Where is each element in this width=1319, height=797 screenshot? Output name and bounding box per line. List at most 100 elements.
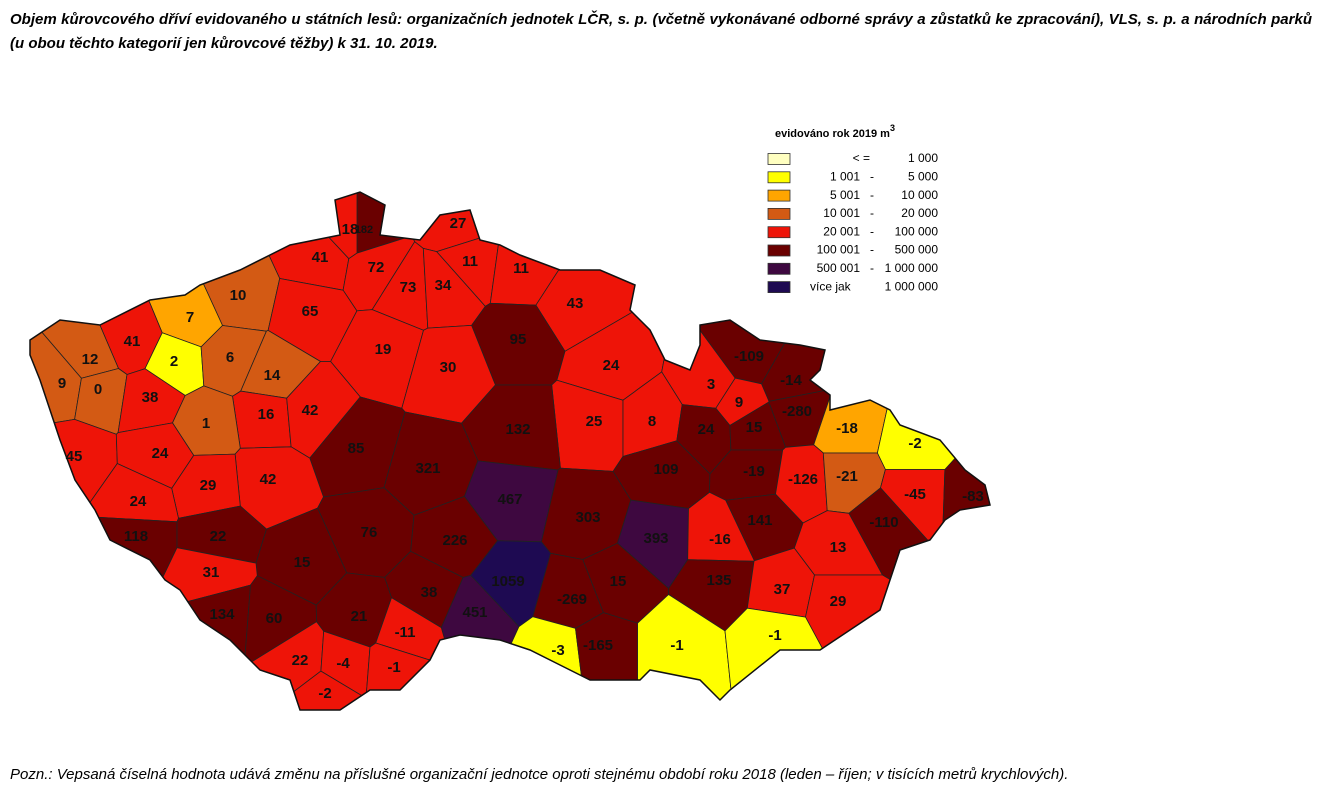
legend-sep: - xyxy=(870,169,874,183)
region-label: 24 xyxy=(152,445,169,462)
legend-sep: - xyxy=(870,261,874,275)
region xyxy=(404,192,549,253)
legend-to: 100 000 xyxy=(895,224,939,238)
region-label: 22 xyxy=(210,528,227,545)
legend-swatch xyxy=(767,281,791,294)
region-label: -165 xyxy=(583,637,613,654)
legend-sep: - xyxy=(870,188,874,202)
region-label: 9 xyxy=(735,394,743,411)
region-label: 21 xyxy=(351,608,368,625)
legend-swatch xyxy=(767,153,791,165)
region xyxy=(131,584,251,706)
region-label: 11 xyxy=(513,260,529,277)
legend-to: 5 000 xyxy=(908,169,938,183)
legend-from: 100 001 xyxy=(817,243,861,257)
legend-from: < = xyxy=(853,151,870,165)
region-label: 72 xyxy=(368,259,385,276)
region-label: 467 xyxy=(497,491,522,508)
region-label: 451 xyxy=(462,604,487,621)
region-label: 10 xyxy=(230,287,247,304)
region-label: 41 xyxy=(124,333,141,350)
region-label: 13 xyxy=(830,539,847,556)
region-label: -110 xyxy=(869,514,898,531)
region-label: 24 xyxy=(698,421,715,438)
legend-swatch xyxy=(767,207,791,220)
region-label: -280 xyxy=(782,403,812,420)
region-label: -2 xyxy=(908,435,921,452)
region-label: -109 xyxy=(734,348,764,365)
region-label: -14 xyxy=(780,372,802,389)
region-label: 393 xyxy=(643,530,668,547)
region xyxy=(30,418,118,548)
region-label: 30 xyxy=(440,359,457,376)
region xyxy=(45,515,178,628)
region-label: 6 xyxy=(226,349,234,366)
legend-sep: - xyxy=(870,224,874,238)
region-label: -16 xyxy=(709,531,731,548)
region-label: 15 xyxy=(610,573,627,590)
region-label: 19 xyxy=(375,341,392,358)
note: Pozn.: Vepsaná číselná hodnota udává změ… xyxy=(10,766,1069,783)
region-label: -21 xyxy=(836,468,858,485)
legend-swatch xyxy=(767,189,791,202)
region-label: 18 xyxy=(342,221,359,238)
region-label: 34 xyxy=(435,277,452,294)
region-label: 141 xyxy=(747,512,772,529)
legend-title: evidováno rok 2019 m3 xyxy=(775,123,895,140)
region-label: 12 xyxy=(82,351,99,368)
region-label: -45 xyxy=(904,486,926,503)
region xyxy=(365,642,485,710)
region-label: 95 xyxy=(510,331,527,348)
legend-to: 1 000 xyxy=(908,151,938,165)
country-outline xyxy=(29,191,991,711)
region-label: -19 xyxy=(743,463,765,480)
region-label: 37 xyxy=(774,581,791,598)
region-label: 25 xyxy=(586,413,603,430)
legend-swatch xyxy=(767,262,791,275)
region-label: 303 xyxy=(575,509,600,526)
region-label: 135 xyxy=(706,572,731,589)
region-label: -4 xyxy=(336,655,350,672)
region-label: 182 xyxy=(355,224,373,236)
region-label: 8 xyxy=(648,413,656,430)
region-label: 9 xyxy=(58,375,66,392)
legend-unit: 3 xyxy=(890,123,895,133)
legend-sep: - xyxy=(870,206,874,220)
region-label: -18 xyxy=(836,420,858,437)
region-label: 7 xyxy=(186,309,194,326)
region-label: 76 xyxy=(361,524,378,541)
region-label: 3 xyxy=(707,376,715,393)
legend-to: 1 000 000 xyxy=(885,261,939,275)
region-label: 2 xyxy=(170,353,178,370)
legend-from: více jak xyxy=(810,279,852,293)
region-label: 134 xyxy=(209,606,235,623)
region-label: -11 xyxy=(395,624,416,641)
title: Objem kůrovcového dříví evidovaného u st… xyxy=(10,11,1312,52)
region-label: 65 xyxy=(302,303,319,320)
region-label: 41 xyxy=(312,249,329,266)
region-label: 45 xyxy=(66,448,83,465)
region-label: 85 xyxy=(348,440,365,457)
region-label: 27 xyxy=(450,215,467,232)
region-label: 132 xyxy=(505,421,530,438)
region xyxy=(805,574,929,693)
region-label: 109 xyxy=(653,461,678,478)
region-label: 42 xyxy=(260,471,277,488)
region-label: 321 xyxy=(415,460,440,477)
legend-swatch xyxy=(767,226,791,239)
region xyxy=(30,293,82,437)
region-label: 42 xyxy=(302,402,319,419)
region-label: 29 xyxy=(200,477,217,494)
region-label: 24 xyxy=(603,357,620,374)
legend-to: 1 000 000 xyxy=(885,279,939,293)
region-label: -83 xyxy=(962,488,984,505)
region-label: 38 xyxy=(421,584,438,601)
region-label: 38 xyxy=(142,389,159,406)
region-label: 11 xyxy=(462,253,478,270)
region xyxy=(876,353,990,470)
region-label: 15 xyxy=(294,554,311,571)
region xyxy=(941,406,990,588)
legend-from: 5 001 xyxy=(830,188,860,202)
